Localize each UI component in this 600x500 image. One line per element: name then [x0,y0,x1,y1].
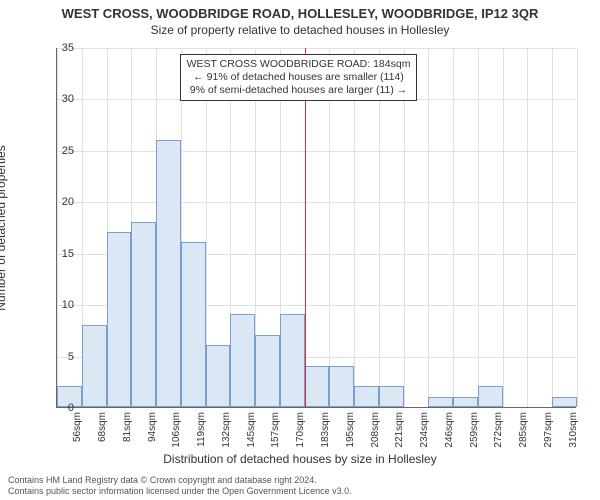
footer-attribution: Contains HM Land Registry data © Crown c… [8,475,352,496]
x-tick-label: 81sqm [122,412,133,442]
histogram-bar [379,386,404,407]
x-tick-label: 246sqm [444,412,455,448]
x-tick-label: 94sqm [147,412,158,442]
grid-line-v [503,48,504,407]
page-title: WEST CROSS, WOODBRIDGE ROAD, HOLLESLEY, … [0,0,600,21]
histogram-bar [552,397,577,407]
histogram-bar [230,314,255,407]
y-tick-label: 5 [50,351,74,363]
grid-line-v [404,48,405,407]
histogram-bar [156,140,181,407]
page-subtitle: Size of property relative to detached ho… [0,21,600,37]
y-tick-label: 20 [50,196,74,208]
grid-line-h [57,151,576,152]
y-tick-label: 35 [50,42,74,54]
grid-line-v [354,48,355,407]
x-tick-label: 119sqm [196,412,207,447]
footer-line-1: Contains HM Land Registry data © Crown c… [8,475,352,485]
histogram-bar [453,397,478,407]
grid-line-h [57,202,576,203]
y-tick-label: 30 [50,93,74,105]
plot-area: WEST CROSS WOODBRIDGE ROAD: 184sqm← 91% … [56,48,576,408]
histogram-bar [206,345,231,407]
y-tick-label: 15 [50,248,74,260]
grid-line-v [478,48,479,407]
grid-line-h [57,48,576,49]
histogram-bar [354,386,379,407]
x-tick-label: 297sqm [543,412,554,448]
x-tick-label: 221sqm [394,412,405,448]
reference-line [305,48,306,407]
histogram-bar [329,366,354,407]
x-tick-label: 157sqm [270,412,281,448]
y-axis-label: Number of detached properties [0,145,8,310]
x-tick-label: 272sqm [493,412,504,448]
annotation-line: WEST CROSS WOODBRIDGE ROAD: 184sqm [187,58,411,71]
grid-line-v [329,48,330,407]
x-tick-label: 132sqm [221,412,232,448]
x-tick-label: 183sqm [320,412,331,448]
histogram-bar [181,242,206,407]
x-tick-label: 106sqm [171,412,182,448]
x-tick-label: 68sqm [97,412,108,442]
grid-line-v [577,48,578,407]
x-tick-label: 170sqm [295,412,306,448]
histogram-bar [305,366,330,407]
histogram-bar [82,325,107,407]
x-tick-label: 56sqm [72,412,83,442]
x-tick-label: 285sqm [518,412,529,448]
x-tick-label: 310sqm [568,412,579,448]
grid-line-v [428,48,429,407]
histogram-bar [107,232,132,407]
x-axis-label: Distribution of detached houses by size … [0,452,600,466]
x-tick-label: 145sqm [246,412,257,448]
histogram-bar [255,335,280,407]
annotation-box: WEST CROSS WOODBRIDGE ROAD: 184sqm← 91% … [180,54,418,101]
y-tick-label: 10 [50,299,74,311]
histogram-bar [428,397,453,407]
plot-background: WEST CROSS WOODBRIDGE ROAD: 184sqm← 91% … [56,48,576,408]
y-tick-label: 0 [50,402,74,414]
grid-line-v [453,48,454,407]
grid-line-v [379,48,380,407]
x-tick-label: 234sqm [419,412,430,448]
histogram-bar [131,222,156,407]
annotation-line: 9% of semi-detached houses are larger (1… [187,84,411,97]
grid-line-v [527,48,528,407]
x-tick-label: 259sqm [469,412,480,448]
x-tick-label: 208sqm [370,412,381,448]
annotation-line: ← 91% of detached houses are smaller (11… [187,71,411,84]
x-tick-label: 195sqm [345,412,356,448]
histogram-bar [478,386,503,407]
y-tick-label: 25 [50,145,74,157]
grid-line-v [552,48,553,407]
chart-container: WEST CROSS, WOODBRIDGE ROAD, HOLLESLEY, … [0,0,600,500]
footer-line-2: Contains public sector information licen… [8,486,352,496]
histogram-bar [280,314,305,407]
